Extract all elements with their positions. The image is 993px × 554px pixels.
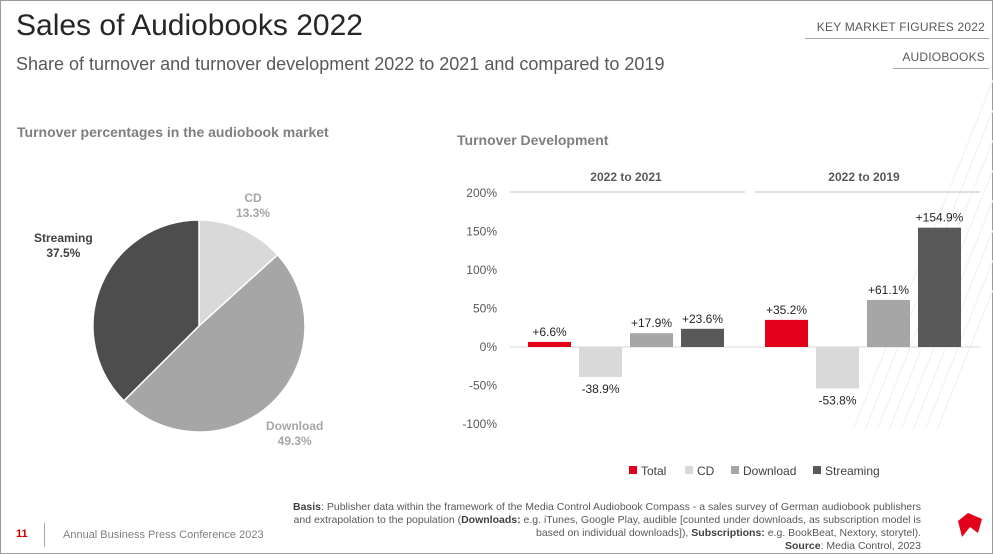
pie-label-streaming-value: 37.5% xyxy=(46,246,81,260)
media-control-logo-icon xyxy=(958,513,982,537)
tag-underline-2 xyxy=(893,68,989,69)
y-tick-label: 200% xyxy=(466,186,497,200)
bar-value-label: +6.6% xyxy=(532,325,567,339)
pie-label-cd-value: 13.3% xyxy=(236,206,271,220)
page-title: Sales of Audiobooks 2022 xyxy=(16,9,363,42)
legend-label-streaming: Streaming xyxy=(825,464,880,478)
y-tick-label: 150% xyxy=(466,224,497,238)
tag-underline-1 xyxy=(805,38,989,39)
legend-swatch-download xyxy=(731,466,739,474)
footer-conference-text: Annual Business Press Conference 2023 xyxy=(63,529,264,541)
basis-note: Basis: Publisher data within the framewo… xyxy=(281,501,921,553)
y-tick-label: -100% xyxy=(462,417,497,431)
category-header: 2022 to 2021 xyxy=(590,170,662,184)
bar-value-label: -38.9% xyxy=(581,382,619,396)
pie-slice-cd xyxy=(198,219,279,328)
y-tick-label: 50% xyxy=(473,301,497,315)
pie-label-download-value: 49.3% xyxy=(277,434,312,448)
basis-text-2: e.g. iTunes, Google Play, audible [count… xyxy=(520,514,922,539)
bar-value-label: +154.9% xyxy=(916,211,964,225)
basis-subscriptions-label: Subscriptions: xyxy=(691,527,765,539)
pie-label-streaming-name: Streaming xyxy=(34,231,93,245)
bar-download xyxy=(867,299,910,347)
key-market-figures-tag: KEY MARKET FIGURES 2022 xyxy=(816,20,985,34)
basis-label: Basis xyxy=(292,501,322,513)
category-header: 2022 to 2019 xyxy=(828,170,900,184)
footer-divider xyxy=(44,523,45,547)
source-text: : Media Control, 2023 xyxy=(820,540,921,552)
pie-chart-title: Turnover percentages in the audiobook ma… xyxy=(17,124,329,140)
pie-slice-download xyxy=(122,253,306,433)
source-label: Source xyxy=(784,540,821,552)
pie-label-download-name: Download xyxy=(266,419,324,433)
bar-streaming xyxy=(918,227,961,347)
pie-label-cd: CD 13.3% xyxy=(236,191,270,221)
bar-value-label: +23.6% xyxy=(682,312,723,326)
bar-value-label: -53.8% xyxy=(818,393,856,407)
pie-label-streaming: Streaming 37.5% xyxy=(34,231,93,261)
y-tick-label: -50% xyxy=(469,379,497,393)
bar-value-label: +17.9% xyxy=(631,316,672,330)
bar-total xyxy=(528,341,571,347)
bar-download xyxy=(630,333,673,347)
pie-label-cd-name: CD xyxy=(244,191,262,205)
bar-value-label: +35.2% xyxy=(766,303,807,317)
pie-slice-streaming xyxy=(92,219,200,402)
pie-label-download: Download 49.3% xyxy=(266,419,323,449)
page-subtitle: Share of turnover and turnover developme… xyxy=(16,54,665,74)
legend-label-cd: CD xyxy=(697,464,715,478)
legend-swatch-streaming xyxy=(813,466,821,474)
bar-cd xyxy=(816,347,859,389)
bar-cd xyxy=(579,347,622,377)
y-tick-label: 100% xyxy=(466,263,497,277)
page-number: 11 xyxy=(16,528,28,540)
legend-label-total: Total xyxy=(641,464,666,478)
y-tick-label: 0% xyxy=(480,340,498,354)
bar-streaming xyxy=(681,328,724,347)
basis-downloads-label: Downloads: xyxy=(461,514,521,526)
audiobooks-tag: AUDIOBOOKS xyxy=(902,50,985,64)
legend-swatch-total xyxy=(629,466,637,474)
basis-text-1: : Publisher data within the framework of… xyxy=(293,501,921,526)
bar-total xyxy=(765,319,808,347)
basis-text-3: e.g. BookBeat, Nextory, storytel). xyxy=(764,527,921,539)
legend-label-download: Download xyxy=(743,464,796,478)
bar-chart-title: Turnover Development xyxy=(457,132,609,148)
legend-swatch-cd xyxy=(685,466,693,474)
bar-value-label: +61.1% xyxy=(868,283,909,297)
